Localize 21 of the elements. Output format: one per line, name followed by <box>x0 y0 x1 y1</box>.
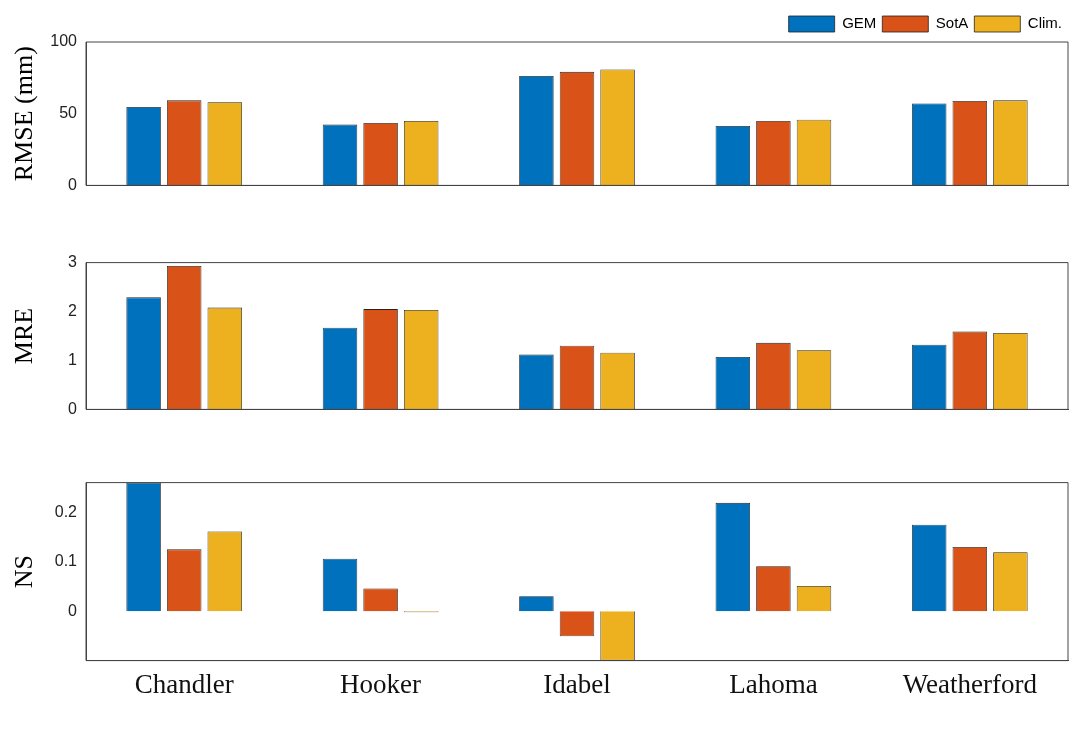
x-tick-label: Lahoma <box>729 668 818 699</box>
y-tick-label: 50 <box>59 104 78 122</box>
y-tick-label: 0 <box>68 175 78 193</box>
legend-label: SotA <box>935 14 969 32</box>
y-tick-label: 100 <box>50 32 78 50</box>
y-tick-label: 0 <box>68 601 78 619</box>
y-tick-label: 2 <box>68 301 78 319</box>
y-tick-label: 1 <box>68 350 78 368</box>
y-axis-title: MRE <box>9 307 39 365</box>
x-tick-label: Hooker <box>340 668 422 699</box>
x-tick-label: Idabel <box>543 668 611 699</box>
y-tick-label: 3 <box>68 253 78 271</box>
legend-label: GEM <box>842 14 877 32</box>
y-tick-label: 0.1 <box>54 552 78 570</box>
x-tick-label: Weatherford <box>902 668 1038 699</box>
x-tick-label: Chandler <box>134 668 234 699</box>
y-tick-label: 0.2 <box>54 502 78 520</box>
y-axis-title: NS <box>9 554 39 589</box>
legend-label: Clim. <box>1027 14 1063 32</box>
y-axis-title: RMSE (mm) <box>9 46 39 182</box>
y-tick-label: 0 <box>68 399 78 417</box>
